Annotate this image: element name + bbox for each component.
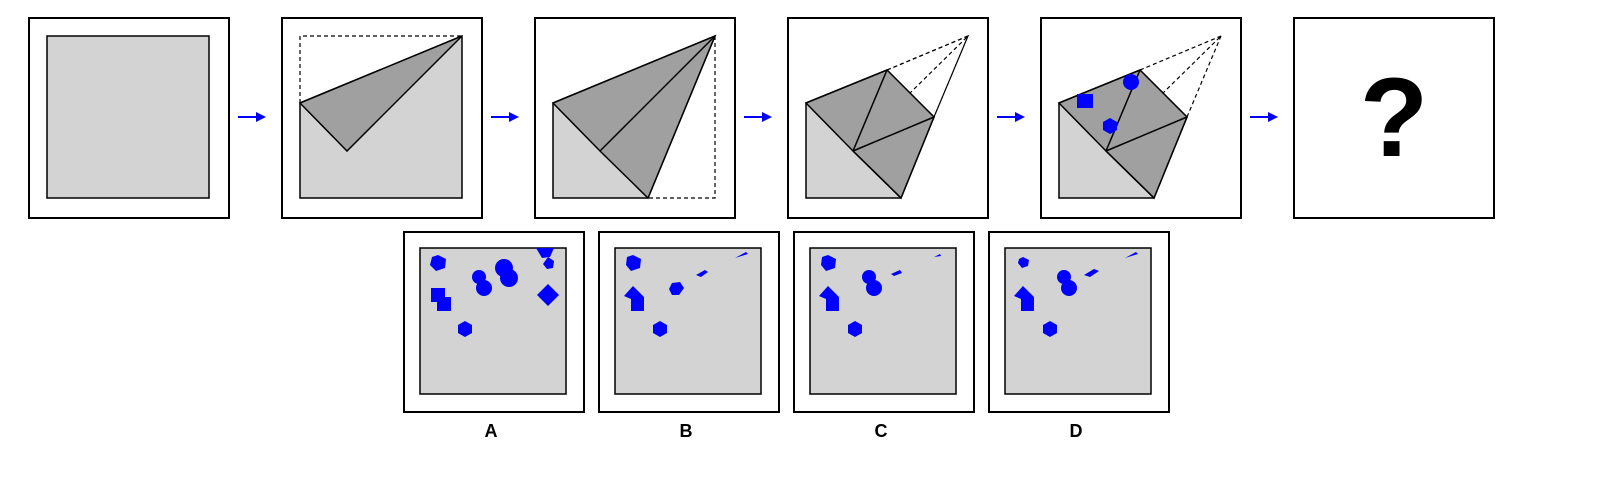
step-4-panel (787, 17, 989, 219)
step-3-panel (534, 17, 736, 219)
option-d-figure (1004, 247, 1152, 395)
question-panel: ? (1293, 17, 1495, 219)
option-d[interactable] (988, 231, 1170, 413)
arrow-icon (744, 112, 772, 122)
punch-hole (1077, 94, 1093, 108)
option-a-figure (419, 247, 567, 395)
option-d-label: D (1069, 421, 1083, 441)
arrow-icon (238, 112, 266, 122)
arrow-icon (1250, 112, 1278, 122)
step-2-figure (298, 34, 463, 199)
step-3-figure (551, 34, 717, 200)
step-4-figure (804, 34, 970, 200)
option-a[interactable] (403, 231, 585, 413)
step-2-panel (281, 17, 483, 219)
step-1-figure (46, 35, 210, 199)
option-c-figure (809, 247, 957, 395)
option-c[interactable] (793, 231, 975, 413)
arrow-icon (997, 112, 1025, 122)
option-b-label: B (679, 421, 693, 441)
step-5-figure (1057, 35, 1222, 200)
option-b-figure (614, 247, 762, 395)
option-c-label: C (874, 421, 888, 441)
question-mark: ? (1359, 55, 1429, 180)
punch-hole (1123, 74, 1139, 90)
option-b[interactable] (598, 231, 780, 413)
arrow-icon (491, 112, 519, 122)
punch-hole (1103, 118, 1117, 134)
step-5-panel (1040, 17, 1242, 219)
step-1-panel (28, 17, 230, 219)
option-a-label: A (484, 421, 498, 441)
